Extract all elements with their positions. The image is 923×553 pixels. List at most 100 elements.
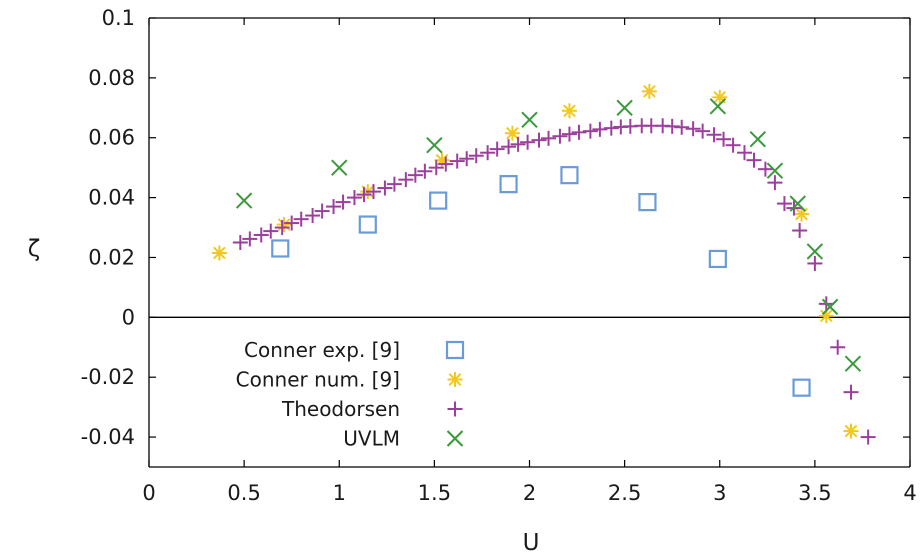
y-axis-title: ζ bbox=[28, 236, 41, 262]
data-point-cross-0 bbox=[235, 192, 253, 209]
data-point-plus-1 bbox=[242, 231, 258, 247]
data-point-plus-53 bbox=[776, 196, 792, 212]
data-point-plus-26 bbox=[501, 139, 517, 155]
series-open-square bbox=[271, 166, 811, 397]
data-point-plus-30 bbox=[541, 130, 557, 146]
data-point-asterisk-9 bbox=[818, 308, 834, 324]
data-point-plus-13 bbox=[365, 184, 381, 200]
x-tick-label: 3.5 bbox=[798, 481, 831, 505]
data-point-plus-47 bbox=[716, 131, 732, 147]
data-point-plus-0 bbox=[232, 235, 248, 250]
data-point-plus-27 bbox=[510, 136, 526, 152]
data-point-plus-14 bbox=[377, 180, 393, 196]
data-point-plus-3 bbox=[263, 223, 279, 239]
y-tick-label: 0.04 bbox=[88, 186, 135, 210]
data-point-plus-10 bbox=[335, 194, 351, 210]
data-point-plus-43 bbox=[674, 119, 690, 135]
data-point-open-square-4 bbox=[560, 166, 579, 185]
legend-entry: Conner exp. [9] bbox=[244, 338, 465, 362]
legend-entry: Theodorsen bbox=[281, 397, 463, 421]
data-point-plus-36 bbox=[603, 120, 619, 136]
data-point-asterisk-6 bbox=[641, 83, 657, 99]
data-point-cross-9 bbox=[806, 243, 824, 260]
data-point-asterisk-0 bbox=[211, 245, 227, 261]
data-point-cross-7 bbox=[766, 162, 784, 179]
y-tick-label: -0.04 bbox=[81, 425, 135, 449]
data-point-plus-44 bbox=[685, 121, 701, 137]
data-point-plus-34 bbox=[582, 123, 598, 139]
data-point-open-square-5 bbox=[638, 192, 657, 212]
legend-label: Conner num. [9] bbox=[236, 368, 400, 392]
data-point-cross-8 bbox=[789, 195, 806, 212]
x-tick-label: 1 bbox=[333, 481, 346, 505]
data-point-cross-10 bbox=[821, 298, 839, 316]
y-tick-label: 0.02 bbox=[88, 245, 135, 269]
data-point-cross-1 bbox=[331, 159, 348, 176]
data-point-plus-6 bbox=[293, 211, 309, 227]
data-point-open-square-3 bbox=[499, 175, 518, 194]
x-tick-label: 0.5 bbox=[227, 481, 260, 505]
y-tick-label: 0.06 bbox=[88, 126, 135, 150]
data-point-open-square-6 bbox=[708, 249, 727, 269]
y-tick-label: 0 bbox=[122, 305, 135, 329]
legend: Conner exp. [9] Conner num. [9] Theodorsen… bbox=[236, 338, 465, 451]
legend-marker-asterisk bbox=[447, 372, 463, 387]
legend-label: Conner exp. [9] bbox=[244, 338, 400, 362]
data-point-plus-12 bbox=[356, 187, 372, 203]
x-tick-label: 1.5 bbox=[418, 481, 451, 505]
data-point-plus-28 bbox=[520, 134, 536, 150]
data-point-plus-25 bbox=[489, 141, 505, 157]
data-point-plus-17 bbox=[407, 167, 423, 183]
data-point-open-square-7 bbox=[792, 378, 811, 397]
data-point-plus-23 bbox=[468, 148, 484, 164]
data-point-cross-6 bbox=[749, 131, 767, 148]
data-point-plus-46 bbox=[706, 127, 722, 143]
ticks-layer: 0 0.5 1 1.5 2 2.5 3 3.5 4 -0.04 -0.02 0 0.02 0.04 0.06… bbox=[81, 6, 917, 505]
data-point-plus-50 bbox=[746, 152, 762, 168]
data-point-plus-31 bbox=[552, 128, 568, 144]
data-point-plus-22 bbox=[459, 151, 475, 167]
series-plus bbox=[232, 118, 876, 445]
data-point-cross-2 bbox=[426, 137, 443, 154]
data-layer bbox=[211, 83, 876, 445]
data-point-asterisk-5 bbox=[561, 103, 577, 119]
data-point-plus-19 bbox=[428, 160, 444, 176]
axes-layer bbox=[148, 17, 911, 468]
data-point-plus-15 bbox=[386, 176, 402, 192]
y-tick-label: -0.02 bbox=[81, 365, 135, 389]
data-point-plus-32 bbox=[561, 126, 577, 142]
data-point-plus-20 bbox=[438, 156, 454, 172]
y-tick-label: 0.08 bbox=[88, 66, 135, 90]
data-point-plus-48 bbox=[725, 137, 741, 153]
legend-entry: UVLM bbox=[343, 427, 464, 451]
series-cross bbox=[235, 98, 862, 372]
data-point-plus-60 bbox=[860, 429, 876, 445]
data-point-plus-33 bbox=[571, 124, 587, 140]
data-point-plus-24 bbox=[480, 145, 496, 161]
data-point-plus-18 bbox=[417, 163, 433, 179]
legend-marker-open-square bbox=[445, 340, 465, 360]
data-point-asterisk-4 bbox=[504, 125, 520, 141]
data-point-cross-3 bbox=[521, 111, 538, 128]
data-point-plus-29 bbox=[531, 132, 547, 148]
x-tick-label: 4 bbox=[903, 481, 916, 505]
x-tick-label: 2 bbox=[523, 481, 536, 505]
data-point-plus-51 bbox=[757, 161, 773, 177]
x-tick-label: 2.5 bbox=[608, 481, 641, 505]
legend-entry: Conner num. [9] bbox=[236, 368, 463, 392]
data-point-cross-5 bbox=[709, 98, 727, 115]
data-point-plus-11 bbox=[346, 190, 362, 206]
x-tick-label: 0 bbox=[142, 481, 155, 505]
data-point-plus-49 bbox=[736, 145, 752, 161]
data-point-asterisk-1 bbox=[276, 217, 292, 233]
data-point-asterisk-10 bbox=[843, 423, 859, 439]
x-axis-title: U bbox=[523, 530, 540, 553]
data-point-plus-58 bbox=[830, 339, 846, 355]
data-point-plus-55 bbox=[792, 223, 808, 239]
data-point-plus-8 bbox=[314, 203, 330, 219]
data-point-cross-4 bbox=[616, 99, 633, 117]
data-point-plus-2 bbox=[253, 227, 269, 243]
data-point-plus-35 bbox=[592, 121, 608, 137]
data-point-cross-11 bbox=[844, 355, 862, 372]
